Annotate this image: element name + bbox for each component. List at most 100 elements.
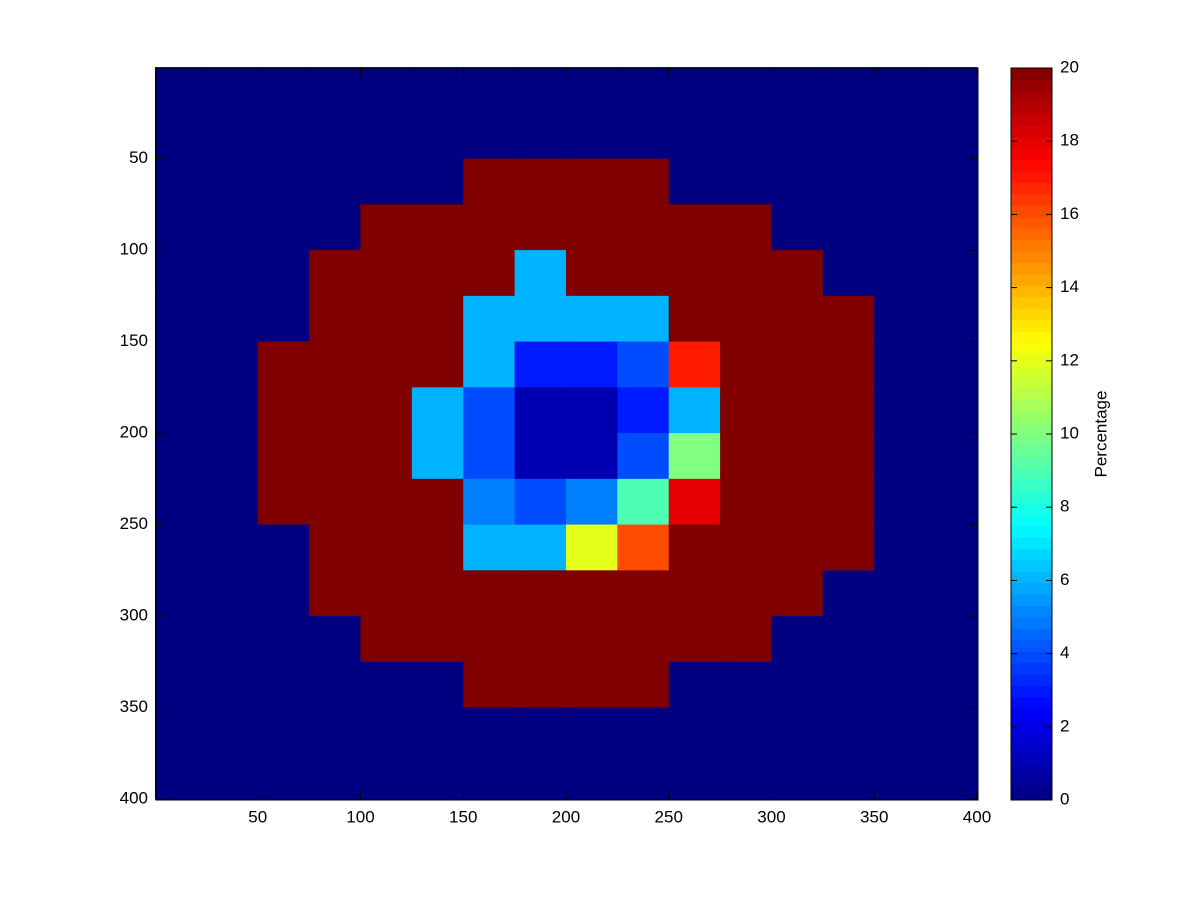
colorbar-swatch — [1011, 102, 1052, 115]
heatmap-cell — [771, 158, 824, 205]
heatmap-cell — [822, 661, 875, 709]
heatmap-cell — [309, 158, 361, 205]
y-tick-label: 300 — [120, 606, 148, 625]
heatmap-cell — [822, 387, 875, 434]
heatmap-cell — [925, 433, 978, 480]
y-tick-label: 150 — [120, 331, 148, 350]
heatmap-cell — [874, 433, 927, 480]
colorbar-swatch — [1011, 170, 1052, 183]
heatmap-cell — [206, 661, 259, 709]
heatmap-cell — [360, 387, 413, 434]
heatmap-cell — [411, 753, 464, 800]
heatmap-cell — [925, 158, 978, 205]
heatmap-cell — [463, 67, 516, 114]
heatmap-cell — [154, 387, 207, 434]
y-tick-label: 350 — [120, 697, 148, 716]
heatmap-cell — [360, 204, 413, 251]
x-tick-label: 250 — [655, 807, 683, 826]
colorbar-swatch — [1011, 331, 1052, 343]
heatmap-cell — [771, 753, 824, 800]
y-tick-label: 100 — [120, 240, 148, 259]
heatmap-cell — [874, 570, 927, 617]
colorbar-swatch — [1011, 422, 1052, 435]
heatmap-cell — [411, 387, 464, 434]
colorbar-swatch — [1011, 182, 1052, 195]
y-tick-label: 400 — [120, 789, 148, 808]
heatmap-cell — [822, 433, 875, 480]
heatmap-cell — [360, 250, 413, 297]
heatmap-cell — [154, 570, 207, 617]
heatmap-cell — [257, 250, 310, 297]
heatmap-cell — [565, 158, 618, 205]
heatmap-cell — [514, 661, 567, 709]
heatmap-cell — [206, 387, 259, 434]
heatmap-cell — [771, 67, 824, 114]
colorbar-swatch — [1011, 491, 1052, 504]
heatmap-cell — [925, 524, 978, 571]
colorbar-swatch — [1011, 594, 1052, 607]
colorbar-tick-label: 6 — [1060, 570, 1069, 589]
heatmap-cell — [822, 250, 875, 297]
heatmap-cell — [411, 478, 464, 526]
heatmap-cell — [257, 67, 310, 114]
heatmap-cell — [411, 158, 464, 205]
colorbar-swatch — [1011, 468, 1052, 481]
heatmap-cell — [668, 661, 721, 709]
heatmap-cell — [411, 524, 464, 571]
heatmap-cell — [154, 204, 207, 251]
heatmap-cell — [309, 616, 361, 663]
heatmap-cell — [617, 661, 670, 709]
colorbar-swatch — [1011, 308, 1052, 321]
colorbar-swatch — [1011, 697, 1052, 709]
colorbar-tick-label: 4 — [1060, 643, 1069, 662]
heatmap-cell — [257, 387, 310, 434]
colorbar-swatch — [1011, 502, 1052, 515]
heatmap-cell — [463, 616, 516, 663]
colorbar-swatch — [1011, 628, 1052, 641]
heatmap-cell — [822, 524, 875, 571]
heatmap-cell — [720, 661, 772, 709]
heatmap-cell — [771, 570, 824, 617]
heatmap-cell — [309, 112, 361, 160]
heatmap-cell — [668, 67, 721, 114]
heatmap-cell — [514, 570, 567, 617]
colorbar-swatch — [1011, 285, 1052, 298]
heatmap-cell — [257, 616, 310, 663]
heatmap-cell — [874, 387, 927, 434]
heatmap-cell — [309, 433, 361, 480]
heatmap-cell — [360, 341, 413, 388]
heatmap-cell — [771, 387, 824, 434]
heatmap-cell — [360, 112, 413, 160]
heatmap-cell — [514, 204, 567, 251]
heatmap-cell — [720, 616, 772, 663]
colorbar-swatch — [1011, 719, 1052, 732]
heatmap-cell — [463, 158, 516, 205]
heatmap-cell — [720, 478, 772, 526]
heatmap-cell — [411, 204, 464, 251]
heatmap-cell — [874, 524, 927, 571]
heatmap-cell — [668, 478, 721, 526]
heatmap-cell — [771, 204, 824, 251]
colorbar-swatch — [1011, 296, 1052, 309]
colorbar-swatch — [1011, 262, 1052, 275]
colorbar-swatch — [1011, 571, 1052, 584]
heatmap-cell — [668, 341, 721, 388]
heatmap-cell — [668, 158, 721, 205]
heatmap-cell — [514, 616, 567, 663]
heatmap-cell — [925, 387, 978, 434]
heatmap-cell — [514, 753, 567, 800]
colorbar-tick-label: 18 — [1060, 131, 1079, 150]
colorbar-swatch — [1011, 68, 1052, 80]
heatmap-cell — [463, 661, 516, 709]
heatmap-cell — [206, 524, 259, 571]
colorbar-swatch — [1011, 685, 1052, 698]
colorbar-swatch — [1011, 399, 1052, 412]
heatmap-cell — [874, 341, 927, 388]
heatmap-cell — [309, 204, 361, 251]
heatmap-cell — [617, 570, 670, 617]
heatmap-cell — [771, 433, 824, 480]
heatmap-cell — [874, 250, 927, 297]
heatmap-cell — [463, 295, 516, 343]
heatmap-cell — [822, 67, 875, 114]
heatmap-cell — [309, 250, 361, 297]
